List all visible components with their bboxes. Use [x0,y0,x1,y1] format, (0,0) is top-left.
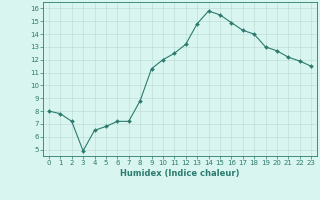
X-axis label: Humidex (Indice chaleur): Humidex (Indice chaleur) [120,169,240,178]
